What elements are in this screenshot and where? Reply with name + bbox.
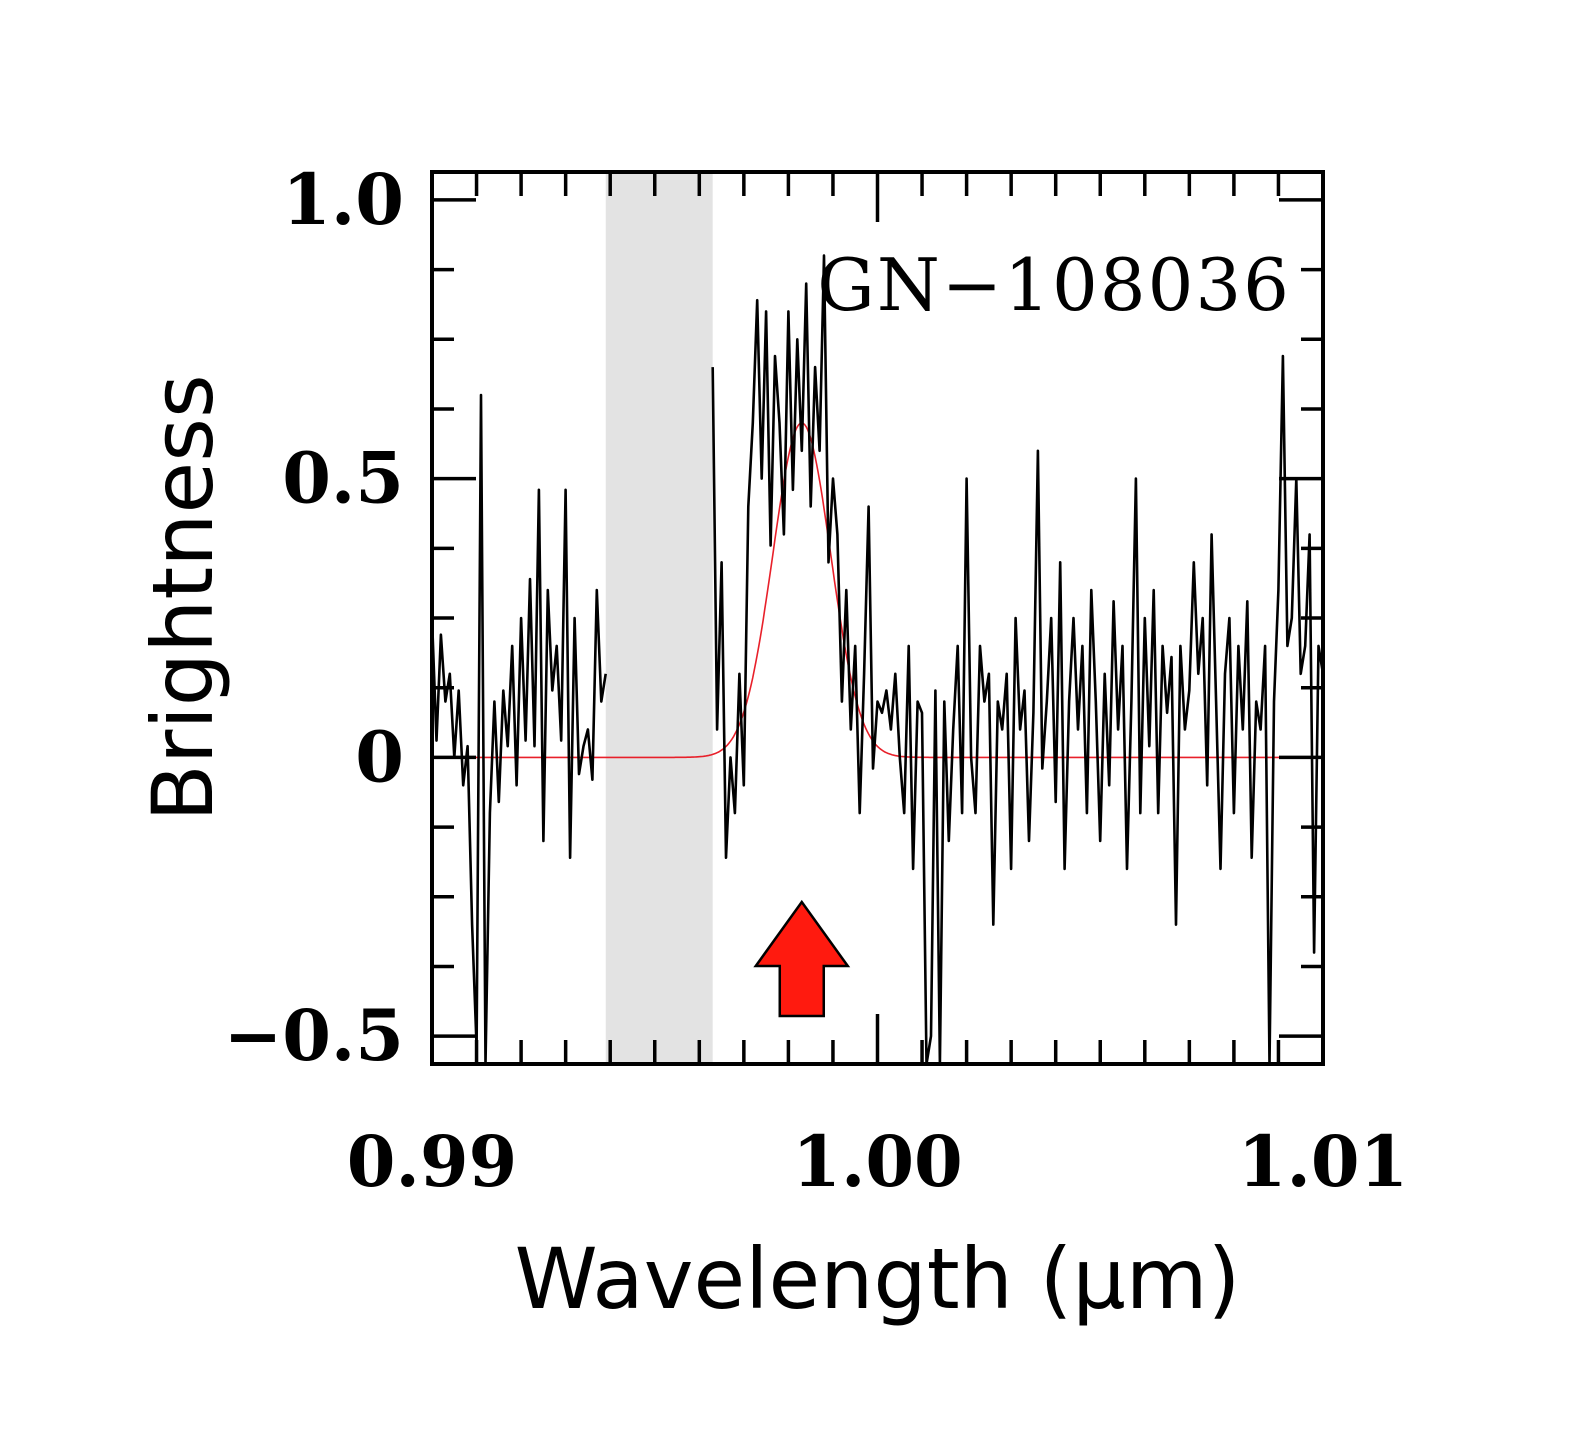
y-tick-label: 0.5 xyxy=(282,437,404,520)
x-tick-label: 1.01 xyxy=(1238,1120,1409,1203)
y-tick-label: 0 xyxy=(355,715,404,798)
x-tick-label: 0.99 xyxy=(347,1120,518,1203)
y-axis-title: Brightness xyxy=(134,374,232,821)
spectrum-line-segment-1 xyxy=(432,393,607,1064)
x-tick-labels: 0.99 1.00 1.01 xyxy=(347,1120,1409,1203)
plot-frame xyxy=(430,170,1325,1066)
object-id-label: GN−108036 xyxy=(817,243,1291,327)
masked-region-band xyxy=(605,172,713,1064)
y-tick-labels: −0.5 0 0.5 1.0 xyxy=(224,158,404,1077)
spectrum-line-segment-2 xyxy=(711,254,1323,1064)
y-tick-label: −0.5 xyxy=(224,994,404,1077)
x-tick-label: 1.00 xyxy=(792,1120,963,1203)
x-axis-title: Wavelength (μm) xyxy=(515,1230,1241,1328)
masked-region xyxy=(605,172,713,1064)
spectrum-layer xyxy=(432,254,1323,1064)
y-tick-label: 1.0 xyxy=(282,158,404,241)
axis-ticks xyxy=(430,172,1325,1064)
line-position-arrow xyxy=(753,899,851,1018)
